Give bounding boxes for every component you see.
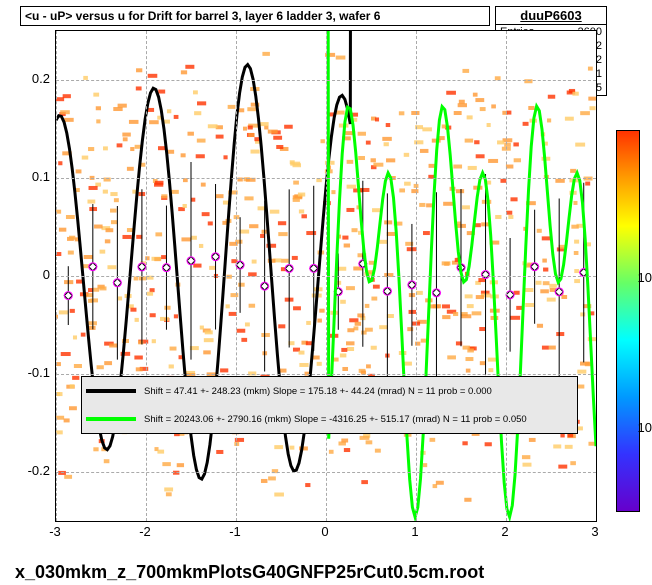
chart-title-text: <u - uP> versus u for Drift for barrel 3…: [25, 9, 380, 23]
x-axis-label: -1: [220, 524, 250, 539]
gridline-v: [56, 31, 57, 521]
legend-row: Shift = 47.41 +- 248.23 (mkm) Slope = 17…: [82, 377, 577, 405]
gridline-v: [326, 31, 327, 521]
gridline-v: [596, 31, 597, 521]
x-axis-label: 0: [310, 524, 340, 539]
x-axis-label: 2: [490, 524, 520, 539]
gridline-v: [506, 31, 507, 521]
gridline-v: [416, 31, 417, 521]
x-axis-label: 1: [400, 524, 430, 539]
colorbar-label: 10: [638, 420, 652, 435]
stats-name: duuP6603: [496, 7, 606, 25]
plot-area: Shift = 47.41 +- 248.23 (mkm) Slope = 17…: [55, 30, 597, 522]
legend-row: Shift = 20243.06 +- 2790.16 (mkm) Slope …: [82, 405, 577, 433]
x-axis-label: 3: [580, 524, 610, 539]
gridline-v: [236, 31, 237, 521]
legend-text: Shift = 47.41 +- 248.23 (mkm) Slope = 17…: [144, 386, 492, 397]
legend-text: Shift = 20243.06 +- 2790.16 (mkm) Slope …: [144, 414, 527, 425]
y-axis-label: -0.2: [10, 463, 50, 478]
legend-box: Shift = 47.41 +- 248.23 (mkm) Slope = 17…: [81, 376, 578, 434]
colorbar-label: 10: [638, 270, 652, 285]
colorbar: [616, 130, 640, 512]
y-axis-label: 0.2: [10, 71, 50, 86]
y-axis-label: -0.1: [10, 365, 50, 380]
bottom-caption: x_030mkm_z_700mkmPlotsG40GNFP25rCut0.5cm…: [15, 562, 484, 583]
gridline-v: [146, 31, 147, 521]
legend-swatch: [86, 417, 136, 421]
chart-title: <u - uP> versus u for Drift for barrel 3…: [20, 6, 490, 26]
y-axis-label: 0.1: [10, 169, 50, 184]
y-axis-label: 0: [10, 267, 50, 282]
x-axis-label: -2: [130, 524, 160, 539]
x-axis-label: -3: [40, 524, 70, 539]
legend-swatch: [86, 389, 136, 393]
